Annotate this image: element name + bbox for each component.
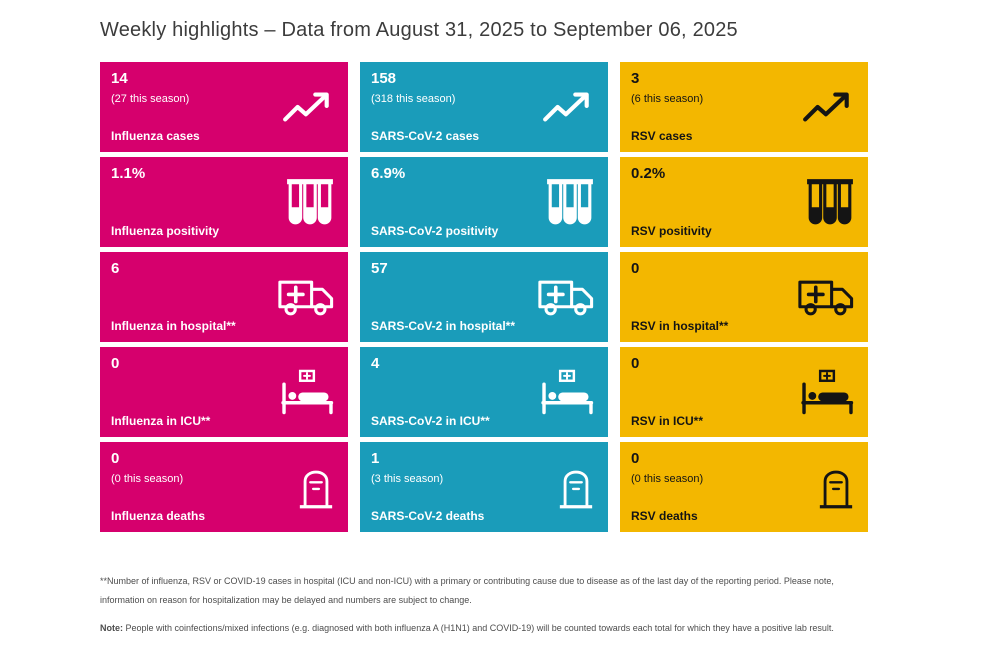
stat-value: 3: [631, 70, 640, 87]
ambulance-icon: [277, 276, 335, 319]
stat-season-sublabel: [631, 282, 798, 295]
stat-season-sublabel: [111, 377, 278, 390]
stat-season-sublabel: (0 this season): [631, 473, 704, 486]
tombstone-icon: [817, 463, 855, 511]
trend-chart-icon: [541, 86, 595, 128]
stat-card-sars-cov-2-in-icu: 4 SARS-CoV-2 in ICU**: [360, 347, 608, 437]
stat-value: 158: [371, 70, 397, 87]
stat-value: 6: [111, 260, 120, 277]
note-label: Note:: [100, 622, 123, 633]
stat-value: 57: [371, 260, 388, 277]
stat-card-sars-cov-2-positivity: 6.9% SARS-CoV-2 positivity: [360, 157, 608, 247]
test-tubes-icon: [545, 177, 595, 227]
test-tubes-icon: [285, 177, 335, 227]
stat-value: 14: [111, 70, 128, 87]
stat-label: SARS-CoV-2 cases: [371, 128, 480, 143]
page-title: Weekly highlights – Data from August 31,…: [100, 19, 738, 41]
stat-label: Influenza cases: [111, 128, 200, 143]
stat-season-sublabel: [371, 377, 538, 390]
stat-label: SARS-CoV-2 in ICU**: [371, 413, 490, 428]
stat-season-sublabel: [371, 282, 538, 295]
stat-card-sars-cov-2-deaths: 1 (3 this season) SARS-CoV-2 deaths: [360, 442, 608, 532]
stat-card-influenza-in-hospital: 6 Influenza in hospital**: [100, 252, 348, 342]
hospital-footnote: **Number of influenza, RSV or COVID-19 c…: [100, 576, 834, 605]
stat-card-rsv-in-hospital: 0 RSV in hospital**: [620, 252, 868, 342]
hospital-bed-icon: [280, 370, 335, 415]
stat-label: RSV positivity: [631, 223, 712, 238]
hospital-bed-icon: [800, 370, 855, 415]
tombstone-icon: [557, 463, 595, 511]
tombstone-icon: [297, 463, 335, 511]
stat-card-influenza-in-icu: 0 Influenza in ICU**: [100, 347, 348, 437]
stat-value: 1: [371, 450, 380, 467]
note-text: People with coinfections/mixed infection…: [125, 622, 834, 633]
stat-label: RSV cases: [631, 128, 693, 143]
stat-value: 4: [371, 355, 380, 372]
stat-season-sublabel: (6 this season): [631, 93, 704, 106]
stat-label: Influenza positivity: [111, 223, 220, 238]
stat-label: RSV in hospital**: [631, 318, 729, 333]
stat-value: 0.2%: [631, 165, 666, 182]
ambulance-icon: [797, 276, 855, 319]
stat-season-sublabel: (3 this season): [371, 473, 444, 486]
stat-value: 0: [631, 260, 640, 277]
stat-label: Influenza in hospital**: [111, 318, 236, 333]
stat-label: SARS-CoV-2 deaths: [371, 508, 485, 523]
stat-season-sublabel: (0 this season): [111, 473, 184, 486]
stat-season-sublabel: (318 this season): [371, 93, 456, 106]
stat-card-influenza-positivity: 1.1% Influenza positivity: [100, 157, 348, 247]
stat-label: Influenza deaths: [111, 508, 206, 523]
stat-card-rsv-cases: 3 (6 this season) RSV cases: [620, 62, 868, 152]
stat-card-sars-cov-2-cases: 158 (318 this season) SARS-CoV-2 cases: [360, 62, 608, 152]
stat-season-sublabel: [111, 282, 278, 295]
footnotes: **Number of influenza, RSV or COVID-19 c…: [100, 572, 870, 638]
stat-card-grid: 14 (27 this season) Influenza cases 158 …: [100, 62, 868, 532]
stat-value: 0: [111, 355, 120, 372]
trend-chart-icon: [281, 86, 335, 128]
stat-label: Influenza in ICU**: [111, 413, 211, 428]
stat-season-sublabel: [371, 187, 538, 200]
stat-value: 0: [631, 355, 640, 372]
stat-value: 6.9%: [371, 165, 406, 182]
stat-value: 0: [631, 450, 640, 467]
stat-card-influenza-cases: 14 (27 this season) Influenza cases: [100, 62, 348, 152]
stat-value: 0: [111, 450, 120, 467]
stat-label: RSV in ICU**: [631, 413, 704, 428]
stat-season-sublabel: (27 this season): [111, 93, 190, 106]
ambulance-icon: [537, 276, 595, 319]
stat-season-sublabel: [631, 377, 798, 390]
trend-chart-icon: [801, 86, 855, 128]
stat-label: RSV deaths: [631, 508, 698, 523]
weekly-highlights-panel: Weekly highlights – Data from August 31,…: [100, 18, 868, 638]
stat-card-sars-cov-2-in-hospital: 57 SARS-CoV-2 in hospital**: [360, 252, 608, 342]
test-tubes-icon: [805, 177, 855, 227]
stat-card-rsv-deaths: 0 (0 this season) RSV deaths: [620, 442, 868, 532]
stat-value: 1.1%: [111, 165, 146, 182]
stat-label: SARS-CoV-2 in hospital**: [371, 318, 516, 333]
stat-season-sublabel: [631, 187, 798, 200]
stat-label: SARS-CoV-2 positivity: [371, 223, 499, 238]
coinfection-note: Note: People with coinfections/mixed inf…: [100, 619, 870, 638]
stat-card-rsv-in-icu: 0 RSV in ICU**: [620, 347, 868, 437]
stat-season-sublabel: [111, 187, 278, 200]
stat-card-influenza-deaths: 0 (0 this season) Influenza deaths: [100, 442, 348, 532]
hospital-bed-icon: [540, 370, 595, 415]
stat-card-rsv-positivity: 0.2% RSV positivity: [620, 157, 868, 247]
